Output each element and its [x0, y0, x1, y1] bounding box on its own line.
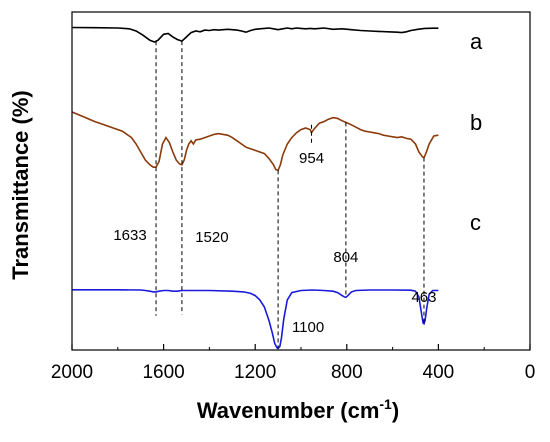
series-line-a: [71, 26, 439, 43]
series-label-c: c: [470, 210, 481, 235]
peak-label-1520: 1520: [195, 229, 228, 246]
x-tick-label-400: 400: [423, 362, 455, 383]
peak-label-804: 804: [333, 249, 358, 266]
plot-area: a b c 1633 1520 1100 954 804 463: [71, 26, 483, 350]
peak-label-1100: 1100: [292, 319, 324, 336]
x-tick-label-800: 800: [331, 362, 363, 383]
series-label-a: a: [470, 29, 483, 54]
peak-label-463: 463: [411, 289, 436, 306]
x-tick-label-1600: 1600: [142, 362, 184, 383]
x-tick-label-0: 0: [525, 362, 536, 383]
series-label-b: b: [470, 110, 482, 135]
peak-label-954: 954: [299, 150, 324, 167]
series-line-c: [72, 289, 439, 350]
x-tick-label-1200: 1200: [234, 362, 276, 383]
x-tick-label-2000: 2000: [51, 362, 93, 383]
series-line-b: [71, 111, 439, 172]
peak-label-1633: 1633: [113, 227, 146, 244]
x-axis-label-main: Wavenumber (cm: [197, 398, 380, 423]
x-axis: 2000 1600 1200 800 400 0: [51, 344, 535, 383]
y-axis-label: Transmittance (%): [8, 90, 33, 280]
x-axis-label: Wavenumber (cm-1): [197, 396, 399, 423]
plot-frame: [71, 11, 531, 351]
x-axis-label-suffix: ): [392, 398, 399, 423]
x-axis-label-superscript: -1: [379, 396, 392, 412]
